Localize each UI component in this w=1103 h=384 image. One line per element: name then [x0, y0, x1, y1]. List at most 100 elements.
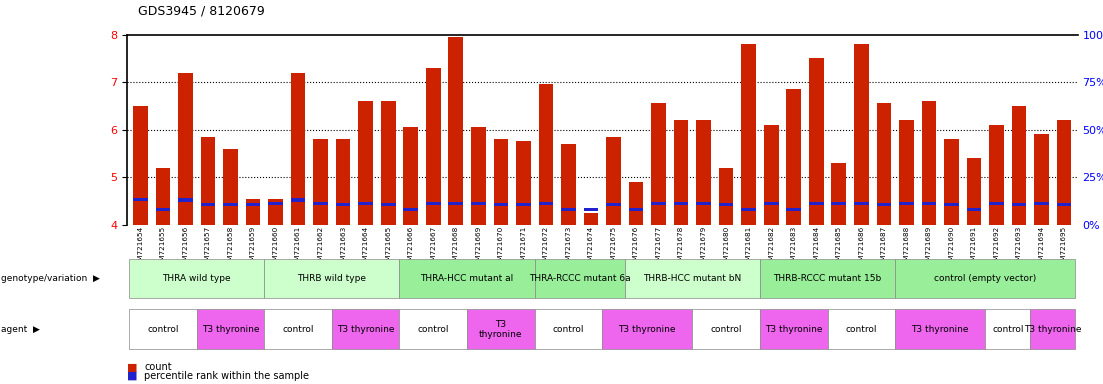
Text: THRA-RCCC mutant 6a: THRA-RCCC mutant 6a [529, 274, 631, 283]
Bar [426, 202, 440, 205]
Bar [335, 202, 351, 206]
Bar [583, 208, 598, 211]
Bar [561, 144, 576, 225]
Bar [944, 139, 959, 225]
Bar [1057, 120, 1071, 225]
Bar [899, 202, 913, 205]
Bar [201, 137, 215, 225]
Bar [358, 202, 373, 205]
Bar [201, 202, 215, 206]
Bar [493, 139, 508, 225]
Text: control: control [710, 325, 742, 334]
Bar [471, 202, 485, 205]
Bar [674, 120, 688, 225]
Bar [629, 182, 643, 225]
Text: control: control [846, 325, 877, 334]
Bar [966, 158, 982, 225]
Bar [832, 202, 846, 205]
Text: genotype/variation  ▶: genotype/variation ▶ [1, 274, 100, 283]
Bar [922, 101, 936, 225]
Text: control: control [418, 325, 449, 334]
Bar [335, 139, 351, 225]
Text: control: control [147, 325, 179, 334]
Bar [133, 198, 148, 201]
Bar [561, 208, 576, 211]
Bar [651, 103, 666, 225]
Text: control (empty vector): control (empty vector) [934, 274, 1037, 283]
Bar [786, 89, 801, 225]
Bar [268, 199, 282, 225]
Text: percentile rank within the sample: percentile rank within the sample [144, 371, 310, 381]
Bar [832, 163, 846, 225]
Bar [899, 120, 913, 225]
Bar [764, 202, 779, 205]
Bar [178, 198, 193, 202]
Text: agent  ▶: agent ▶ [1, 325, 40, 334]
Text: THRB wild type: THRB wild type [298, 274, 366, 283]
Bar [607, 202, 621, 206]
Bar [516, 141, 531, 225]
Bar [1035, 134, 1049, 225]
Text: control: control [553, 325, 585, 334]
Bar [313, 202, 328, 205]
Bar [786, 208, 801, 211]
Text: T3 thyronine: T3 thyronine [619, 325, 676, 334]
Bar [989, 125, 1004, 225]
Bar [449, 202, 463, 205]
Text: T3
thyronine: T3 thyronine [479, 319, 523, 339]
Bar [944, 202, 959, 206]
Bar [854, 44, 869, 225]
Bar [719, 202, 733, 206]
Bar [741, 44, 756, 225]
Bar [719, 168, 733, 225]
Bar [1057, 202, 1071, 206]
Bar [358, 101, 373, 225]
Bar [246, 199, 260, 225]
Bar [404, 127, 418, 225]
Text: THRA-HCC mutant al: THRA-HCC mutant al [420, 274, 514, 283]
Bar [651, 202, 666, 205]
Bar [966, 208, 982, 211]
Bar [808, 202, 824, 205]
Bar [989, 202, 1004, 205]
Bar [1011, 202, 1027, 206]
Bar [223, 202, 238, 206]
Text: T3 thyronine: T3 thyronine [202, 325, 259, 334]
Text: THRB-HCC mutant bN: THRB-HCC mutant bN [643, 274, 741, 283]
Bar [922, 202, 936, 205]
Bar [449, 37, 463, 225]
Bar [156, 208, 170, 211]
Text: GDS3945 / 8120679: GDS3945 / 8120679 [138, 4, 265, 17]
Bar [291, 198, 306, 202]
Bar [381, 101, 396, 225]
Text: THRB-RCCC mutant 15b: THRB-RCCC mutant 15b [773, 274, 881, 283]
Bar [877, 103, 891, 225]
Text: T3 thyronine: T3 thyronine [911, 325, 968, 334]
Text: T3 thyronine: T3 thyronine [765, 325, 823, 334]
Bar [313, 139, 328, 225]
Text: ■: ■ [127, 362, 138, 372]
Bar [291, 73, 306, 225]
Bar [583, 213, 598, 225]
Bar [426, 68, 440, 225]
Bar [538, 202, 554, 205]
Bar [877, 202, 891, 206]
Text: control: control [282, 325, 314, 334]
Bar [538, 84, 554, 225]
Bar [764, 125, 779, 225]
Bar [156, 168, 170, 225]
Text: ■: ■ [127, 371, 138, 381]
Text: THRA wild type: THRA wild type [162, 274, 231, 283]
Bar [854, 202, 869, 205]
Text: count: count [144, 362, 172, 372]
Bar [696, 202, 711, 205]
Bar [696, 120, 711, 225]
Bar [493, 202, 508, 206]
Text: T3 thyronine: T3 thyronine [336, 325, 395, 334]
Text: control: control [992, 325, 1024, 334]
Bar [741, 208, 756, 211]
Bar [471, 127, 485, 225]
Bar [629, 208, 643, 211]
Bar [516, 202, 531, 206]
Bar [674, 202, 688, 205]
